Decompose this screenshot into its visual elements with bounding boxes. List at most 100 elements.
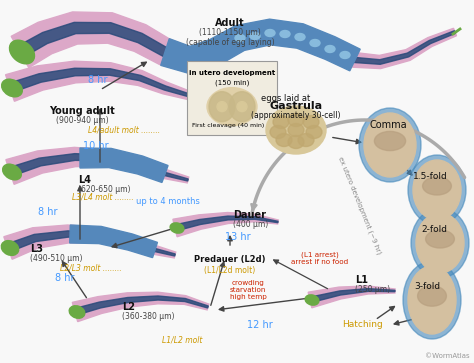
Ellipse shape bbox=[288, 114, 304, 126]
Ellipse shape bbox=[305, 295, 319, 305]
Polygon shape bbox=[173, 212, 278, 237]
Text: ©WormAtlas: ©WormAtlas bbox=[425, 353, 470, 359]
Ellipse shape bbox=[408, 266, 456, 334]
Ellipse shape bbox=[235, 34, 245, 41]
Ellipse shape bbox=[237, 102, 247, 112]
Ellipse shape bbox=[306, 126, 322, 139]
Ellipse shape bbox=[9, 40, 35, 64]
Polygon shape bbox=[80, 148, 168, 183]
Polygon shape bbox=[7, 231, 175, 256]
Ellipse shape bbox=[298, 134, 314, 147]
Polygon shape bbox=[310, 289, 395, 303]
FancyBboxPatch shape bbox=[187, 61, 277, 135]
Text: (150 min): (150 min) bbox=[215, 79, 249, 86]
Ellipse shape bbox=[340, 52, 350, 58]
Ellipse shape bbox=[426, 230, 455, 248]
Text: (L1 arrest)
arrest if no food: (L1 arrest) arrest if no food bbox=[292, 251, 348, 265]
Ellipse shape bbox=[364, 113, 416, 177]
Text: 3-fold: 3-fold bbox=[414, 282, 440, 291]
Ellipse shape bbox=[418, 286, 447, 306]
Text: (400 μm): (400 μm) bbox=[233, 220, 268, 229]
Text: (900-940 μm): (900-940 μm) bbox=[55, 116, 109, 125]
Text: 8 hr: 8 hr bbox=[88, 75, 108, 85]
Ellipse shape bbox=[273, 115, 289, 129]
Ellipse shape bbox=[209, 91, 235, 122]
Ellipse shape bbox=[1, 241, 18, 256]
Ellipse shape bbox=[359, 108, 421, 182]
Text: crowding
starvation
high temp: crowding starvation high temp bbox=[229, 280, 266, 300]
Polygon shape bbox=[308, 286, 395, 308]
Ellipse shape bbox=[207, 87, 257, 126]
Polygon shape bbox=[9, 154, 188, 181]
Polygon shape bbox=[161, 19, 360, 74]
Polygon shape bbox=[17, 23, 456, 65]
Text: 8 hr: 8 hr bbox=[55, 273, 75, 283]
Ellipse shape bbox=[416, 213, 464, 273]
Ellipse shape bbox=[170, 223, 184, 233]
Ellipse shape bbox=[229, 91, 255, 122]
Polygon shape bbox=[6, 61, 211, 101]
Text: 13 hr: 13 hr bbox=[225, 232, 251, 242]
Ellipse shape bbox=[250, 33, 260, 40]
Text: L3/L4 molt ........: L3/L4 molt ........ bbox=[72, 192, 134, 201]
Ellipse shape bbox=[423, 177, 451, 195]
Text: up to 4 months: up to 4 months bbox=[136, 197, 200, 207]
Ellipse shape bbox=[413, 160, 461, 220]
Ellipse shape bbox=[310, 40, 320, 46]
Text: L2/L3 molt ........: L2/L3 molt ........ bbox=[60, 264, 122, 273]
Polygon shape bbox=[70, 225, 157, 258]
Polygon shape bbox=[6, 147, 189, 184]
Ellipse shape bbox=[295, 33, 305, 41]
Text: Predauer (L2d): Predauer (L2d) bbox=[194, 255, 266, 264]
Ellipse shape bbox=[266, 106, 326, 154]
Text: 2-fold: 2-fold bbox=[421, 225, 447, 234]
Text: Dauer: Dauer bbox=[233, 210, 266, 220]
Text: (490-510 μm): (490-510 μm) bbox=[30, 254, 82, 263]
Ellipse shape bbox=[325, 45, 335, 53]
Ellipse shape bbox=[303, 115, 319, 129]
Ellipse shape bbox=[270, 126, 286, 139]
Ellipse shape bbox=[265, 29, 275, 37]
Ellipse shape bbox=[217, 102, 227, 112]
Text: Gastrula: Gastrula bbox=[269, 101, 323, 111]
Text: Hatching: Hatching bbox=[343, 320, 383, 329]
Ellipse shape bbox=[276, 134, 292, 147]
Ellipse shape bbox=[288, 123, 304, 136]
Text: L1/L2 molt: L1/L2 molt bbox=[162, 335, 202, 344]
Text: (approximately 30-cell): (approximately 30-cell) bbox=[251, 111, 341, 120]
Ellipse shape bbox=[2, 79, 22, 97]
Text: L2: L2 bbox=[122, 302, 135, 312]
Polygon shape bbox=[4, 225, 176, 259]
Text: (250 μm): (250 μm) bbox=[355, 285, 390, 294]
Text: 1.5-fold: 1.5-fold bbox=[413, 172, 447, 181]
Text: (360-380 μm): (360-380 μm) bbox=[122, 312, 174, 321]
Text: L4/adult molt ........: L4/adult molt ........ bbox=[88, 126, 160, 135]
Text: (620-650 μm): (620-650 μm) bbox=[78, 185, 130, 194]
Text: First cleavage (40 min): First cleavage (40 min) bbox=[192, 123, 264, 128]
Ellipse shape bbox=[280, 30, 290, 37]
Text: L3: L3 bbox=[30, 244, 43, 254]
Ellipse shape bbox=[3, 164, 21, 180]
Text: Young adult: Young adult bbox=[49, 106, 115, 116]
Polygon shape bbox=[9, 68, 210, 97]
Text: ex utero development (~9 hr): ex utero development (~9 hr) bbox=[337, 155, 383, 255]
Text: 8 hr: 8 hr bbox=[38, 207, 58, 217]
Text: L4: L4 bbox=[78, 175, 91, 185]
Polygon shape bbox=[11, 12, 456, 73]
Text: 12 hr: 12 hr bbox=[247, 320, 273, 330]
Text: (capable of egg laying): (capable of egg laying) bbox=[186, 38, 274, 47]
Text: (L1/L2d molt): (L1/L2d molt) bbox=[204, 266, 255, 275]
Polygon shape bbox=[74, 296, 208, 315]
Ellipse shape bbox=[408, 155, 466, 225]
Polygon shape bbox=[73, 292, 209, 322]
Text: L1: L1 bbox=[355, 275, 368, 285]
Ellipse shape bbox=[69, 306, 85, 318]
Ellipse shape bbox=[374, 131, 406, 151]
Ellipse shape bbox=[411, 208, 469, 278]
Polygon shape bbox=[174, 216, 278, 231]
Ellipse shape bbox=[288, 135, 304, 148]
Text: Comma: Comma bbox=[369, 120, 407, 130]
Text: (1110-1150 μm): (1110-1150 μm) bbox=[199, 28, 261, 37]
Text: 10 hr: 10 hr bbox=[83, 141, 109, 151]
Ellipse shape bbox=[403, 261, 461, 339]
